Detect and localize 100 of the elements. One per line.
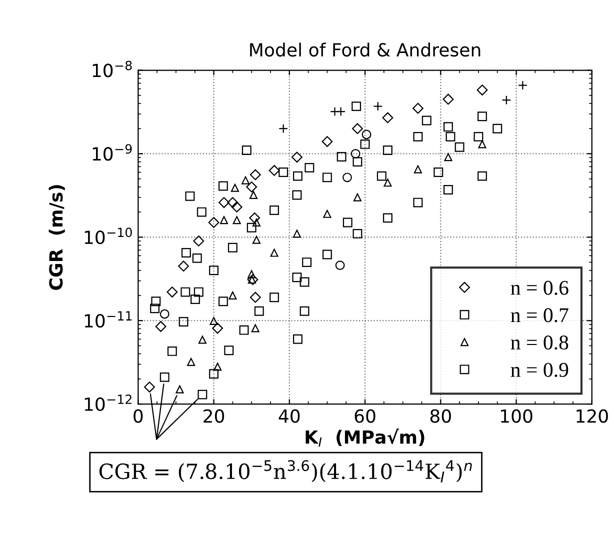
point (382, 112, 394, 124)
point (242, 146, 252, 155)
point (180, 287, 190, 297)
point (292, 230, 301, 238)
point (412, 102, 424, 114)
x-tick-label: 60 (354, 409, 376, 423)
point (176, 385, 184, 394)
point (252, 218, 261, 226)
point (250, 169, 261, 180)
point (478, 171, 487, 181)
point (212, 322, 224, 334)
point (292, 334, 302, 344)
point (292, 272, 302, 282)
point (434, 168, 444, 177)
point (292, 190, 302, 200)
point (476, 84, 488, 96)
point (242, 176, 250, 184)
legend-label: n = 0.9 (510, 362, 568, 378)
point (352, 102, 362, 112)
point (247, 274, 258, 286)
point (227, 197, 238, 208)
point (192, 253, 202, 263)
legend-label: n = 0.8 (510, 336, 568, 350)
point (414, 165, 422, 174)
y-tick-label: 10$^{−8}$ (92, 60, 132, 78)
x-tick-label: 100 (501, 409, 532, 423)
point (210, 316, 218, 326)
point (178, 317, 188, 326)
point (166, 286, 178, 298)
point (322, 136, 333, 147)
point (220, 216, 228, 224)
point (422, 116, 432, 126)
point (478, 140, 486, 148)
point (478, 112, 487, 122)
x-axis-title: K$_{I}$ (MPa√m) (306, 428, 424, 447)
point (300, 277, 310, 287)
point (323, 210, 332, 218)
point (413, 198, 423, 208)
point (336, 152, 346, 162)
point (251, 324, 260, 332)
point (249, 212, 260, 224)
point (224, 346, 234, 356)
point (352, 123, 363, 134)
point (382, 213, 392, 223)
point (376, 171, 386, 181)
y-tick-label: 10$^{−9}$ (92, 144, 132, 161)
x-tick-label: 120 (576, 409, 608, 423)
point (246, 181, 258, 192)
point (446, 132, 456, 142)
point (304, 162, 314, 172)
point (342, 172, 352, 182)
legend-label: n = 0.7 (510, 308, 568, 322)
point (268, 165, 280, 176)
point (382, 146, 392, 155)
point (228, 291, 237, 300)
point (270, 248, 278, 257)
point (352, 157, 362, 167)
legend-label: n = 0.6 (510, 280, 568, 295)
point (254, 306, 264, 316)
point (160, 309, 170, 319)
point (155, 321, 166, 332)
point (193, 236, 204, 246)
point (144, 382, 155, 392)
point (230, 184, 239, 192)
point (178, 260, 189, 272)
point (167, 346, 177, 356)
point (300, 306, 310, 316)
x-tick-label: 80 (430, 409, 451, 423)
y-tick-label: 10$^{−12}$ (84, 394, 132, 412)
point (252, 236, 261, 244)
point (352, 228, 362, 238)
point (442, 94, 454, 105)
point (194, 287, 204, 297)
point (239, 325, 249, 335)
point (322, 172, 332, 182)
point (185, 191, 195, 201)
text: CGR = (7.8.10$^{−5}$n$^{3.6}$)(4.1.10$^{−14}$K$_{I}$$^{4}$)$^{n}$ (99, 460, 472, 482)
point (248, 276, 256, 284)
point (291, 152, 302, 163)
point (342, 218, 352, 228)
point (181, 248, 191, 258)
point (187, 358, 196, 366)
point (270, 292, 279, 302)
y-tick-label: 10$^{−10}$ (84, 228, 132, 244)
point (302, 258, 312, 268)
point (232, 216, 241, 224)
point (198, 390, 208, 400)
point (249, 190, 258, 200)
point (190, 294, 200, 304)
point (492, 124, 502, 134)
point (218, 197, 230, 208)
point (353, 193, 362, 202)
point (322, 250, 332, 260)
point (209, 266, 218, 276)
x-tick-label: 40 (278, 409, 300, 423)
point (454, 142, 464, 152)
point (443, 185, 453, 194)
point (384, 178, 392, 187)
point (350, 149, 360, 158)
point (160, 372, 170, 382)
